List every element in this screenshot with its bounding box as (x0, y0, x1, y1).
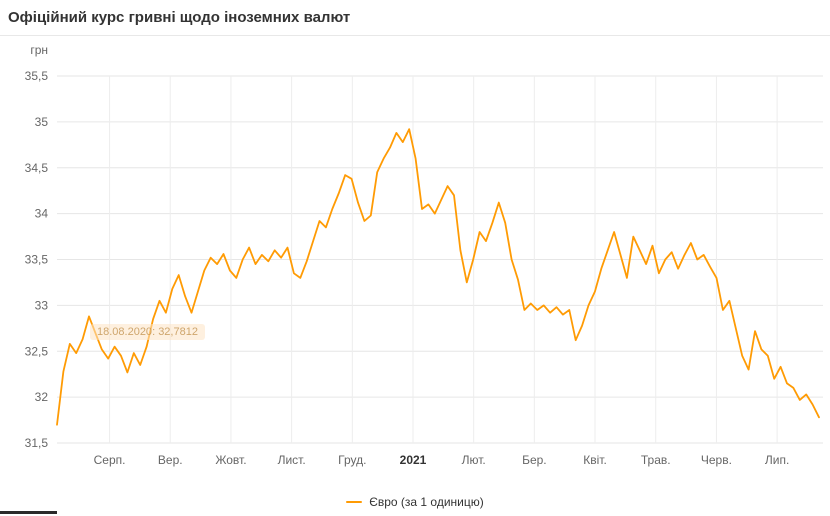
x-tick-label: Груд. (338, 453, 366, 467)
y-tick-label: 33 (35, 298, 49, 312)
legend-item-eur[interactable]: Євро (за 1 одиницю) (369, 495, 484, 509)
x-tick-label: Лип. (765, 453, 789, 467)
eur-series-line[interactable] (56, 128, 820, 426)
x-tick-label: Лют. (462, 453, 486, 467)
legend-line-swatch (346, 501, 363, 503)
chart-header: Офіційний курс гривні щодо іноземних вал… (0, 0, 830, 36)
y-tick-label: 35,5 (25, 69, 49, 83)
y-axis-unit-label: грн (30, 43, 48, 57)
chart-legend: Євро (за 1 одиницю) (0, 488, 830, 516)
chart-area[interactable]: грн 31,5 32 32,5 33 33,5 34 34,5 35 35,5 Серп. Вер.… (0, 36, 830, 488)
y-tick-label: 34 (35, 207, 49, 221)
x-tick-label-year: 2021 (400, 453, 427, 467)
x-tick-label: Вер. (158, 453, 183, 467)
x-tick-label: Трав. (641, 453, 671, 467)
y-tick-label: 34,5 (25, 161, 49, 175)
page-title: Офіційний курс гривні щодо іноземних вал… (8, 9, 351, 26)
page-edge-artifact (0, 511, 57, 514)
x-tick-label: Черв. (701, 453, 732, 467)
x-tick-label: Квіт. (583, 453, 607, 467)
x-tick-label: Лист. (278, 453, 306, 467)
y-tick-label: 31,5 (25, 436, 49, 450)
y-tick-label: 35 (35, 115, 49, 129)
y-tick-label: 32,5 (25, 344, 49, 358)
x-tick-label: Серп. (94, 453, 126, 467)
x-tick-label: Жовт. (215, 453, 246, 467)
x-tick-label: Бер. (522, 453, 547, 467)
y-tick-label: 33,5 (25, 253, 49, 267)
line-chart[interactable]: грн 31,5 32 32,5 33 33,5 34 34,5 35 35,5 Серп. Вер.… (0, 36, 830, 488)
y-tick-label: 32 (35, 390, 49, 404)
